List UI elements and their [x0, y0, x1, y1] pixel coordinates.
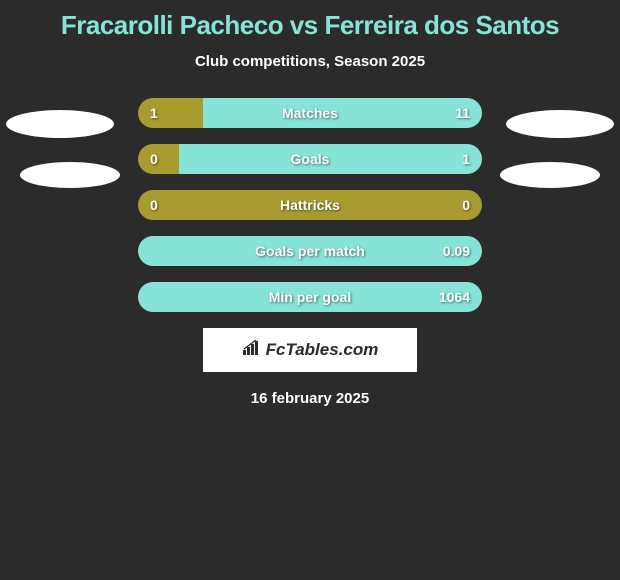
bar-value-right: 0.09 [443, 236, 470, 266]
main-container: Fracarolli Pacheco vs Ferreira dos Santo… [0, 0, 620, 407]
bar-value-right: 0 [462, 190, 470, 220]
chart-icon [242, 340, 262, 361]
logo-text: FcTables.com [242, 340, 379, 361]
page-title: Fracarolli Pacheco vs Ferreira dos Santo… [0, 10, 620, 41]
stat-bar: 0Goals1 [138, 144, 482, 174]
stat-bar: Min per goal1064 [138, 282, 482, 312]
player-shadow-right-1 [506, 110, 614, 138]
bar-value-right: 11 [455, 98, 470, 128]
player-shadow-left-1 [6, 110, 114, 138]
bar-label: Goals [138, 144, 482, 174]
logo-box: FcTables.com [203, 328, 417, 372]
bar-value-right: 1 [462, 144, 470, 174]
stat-bar: Goals per match0.09 [138, 236, 482, 266]
subtitle: Club competitions, Season 2025 [0, 53, 620, 70]
date-text: 16 february 2025 [0, 390, 620, 407]
bar-label: Hattricks [138, 190, 482, 220]
stat-bars: 1Matches110Goals10Hattricks0Goals per ma… [138, 98, 482, 312]
stat-bar: 0Hattricks0 [138, 190, 482, 220]
stats-area: 1Matches110Goals10Hattricks0Goals per ma… [0, 98, 620, 312]
bar-value-right: 1064 [439, 282, 470, 312]
stat-bar: 1Matches11 [138, 98, 482, 128]
bar-label: Min per goal [138, 282, 482, 312]
player-shadow-left-2 [20, 162, 120, 188]
bar-label: Goals per match [138, 236, 482, 266]
player-shadow-right-2 [500, 162, 600, 188]
logo-label: FcTables.com [266, 340, 379, 360]
bar-label: Matches [138, 98, 482, 128]
